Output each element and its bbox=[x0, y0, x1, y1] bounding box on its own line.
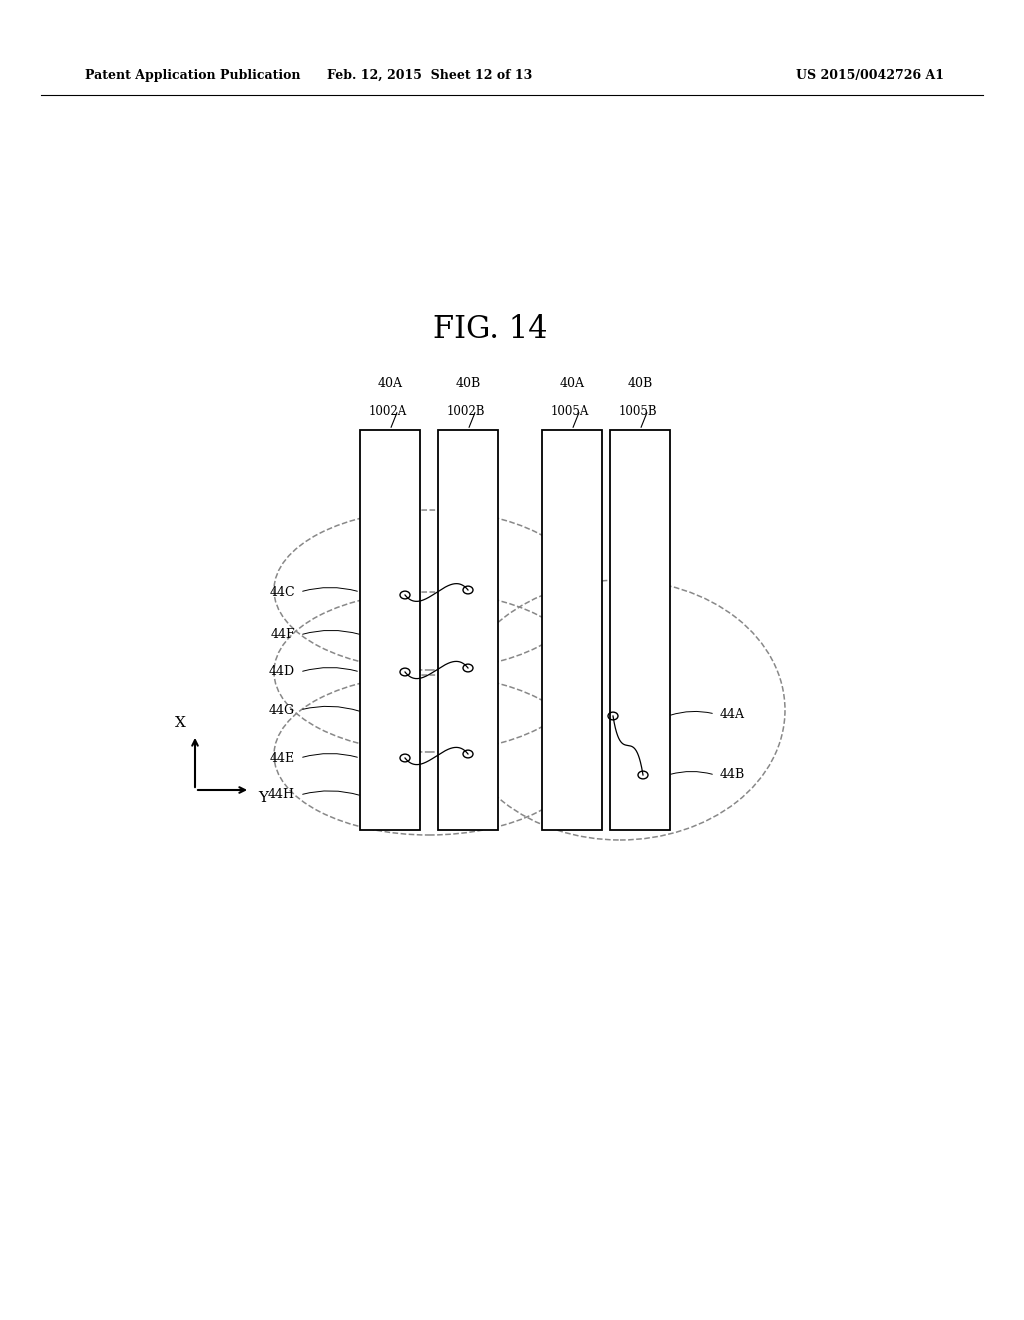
Text: 44F: 44F bbox=[270, 628, 295, 642]
Text: 44C: 44C bbox=[269, 586, 295, 598]
Text: 1005A: 1005A bbox=[551, 405, 589, 418]
Text: FIG. 14: FIG. 14 bbox=[433, 314, 547, 346]
Text: 40B: 40B bbox=[456, 378, 480, 389]
Text: 40A: 40A bbox=[378, 378, 402, 389]
Text: 44A: 44A bbox=[720, 708, 745, 721]
Text: 44H: 44H bbox=[268, 788, 295, 801]
Text: US 2015/0042726 A1: US 2015/0042726 A1 bbox=[796, 69, 944, 82]
Text: 44E: 44E bbox=[270, 751, 295, 764]
Text: X: X bbox=[174, 715, 185, 730]
Text: 1005B: 1005B bbox=[618, 405, 657, 418]
Text: 44G: 44G bbox=[269, 704, 295, 717]
Bar bbox=[542, 430, 602, 830]
Text: Patent Application Publication: Patent Application Publication bbox=[85, 69, 300, 82]
Bar bbox=[438, 430, 498, 830]
Text: Feb. 12, 2015  Sheet 12 of 13: Feb. 12, 2015 Sheet 12 of 13 bbox=[328, 69, 532, 82]
Bar bbox=[610, 430, 670, 830]
Text: 1002B: 1002B bbox=[446, 405, 485, 418]
Text: 1002A: 1002A bbox=[369, 405, 408, 418]
Bar bbox=[360, 430, 420, 830]
Text: 44B: 44B bbox=[720, 768, 745, 781]
Text: Y: Y bbox=[258, 791, 268, 805]
Text: 40B: 40B bbox=[628, 378, 652, 389]
Text: 40A: 40A bbox=[559, 378, 585, 389]
Text: 44D: 44D bbox=[269, 665, 295, 678]
